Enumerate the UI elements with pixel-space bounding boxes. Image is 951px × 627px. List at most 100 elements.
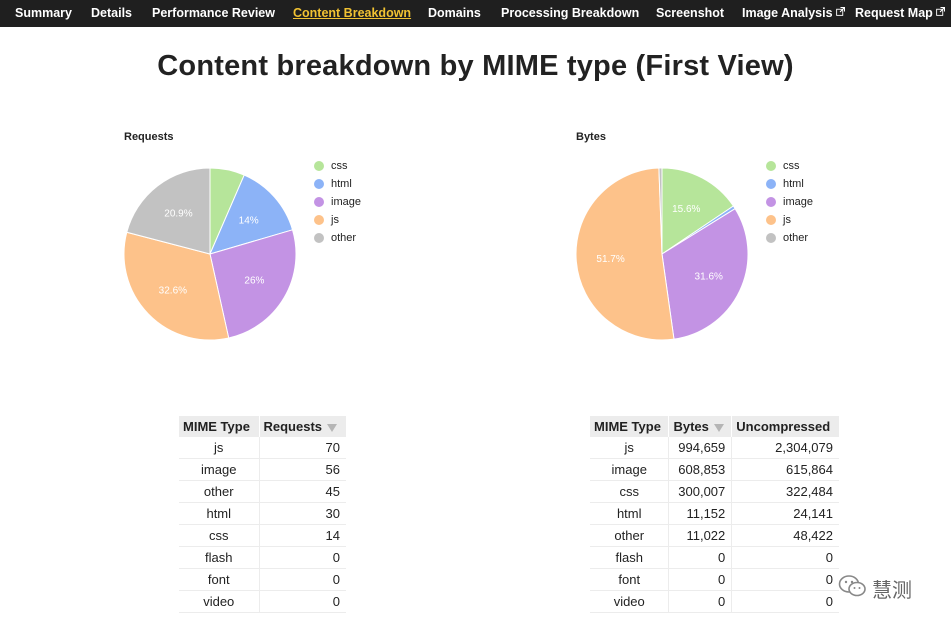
- value-cell: 615,864: [731, 458, 839, 481]
- value-cell: 2,304,079: [731, 437, 839, 459]
- table-row: video 0 0: [590, 590, 839, 613]
- pie-slice-image: [209, 229, 297, 339]
- pie-slice-label-html: 14%: [239, 215, 259, 226]
- bytes-legend: css html image js other: [766, 159, 836, 249]
- pie-slice-label-image: 26%: [244, 276, 264, 287]
- value-cell: 322,484: [731, 480, 839, 503]
- pie-slice-label-other: 20.9%: [164, 209, 192, 220]
- pie-slice-image: [661, 207, 749, 340]
- legend-label: css: [783, 160, 800, 172]
- tab-content-breakdown[interactable]: Content Breakdown: [293, 0, 411, 27]
- tab-label: Processing Breakdown: [501, 6, 640, 20]
- column-header-bytes[interactable]: Bytes: [668, 416, 733, 437]
- legend-label: html: [783, 178, 804, 190]
- column-header-mime-type[interactable]: MIME Type: [590, 416, 670, 437]
- table-row: flash 0 0: [590, 546, 839, 569]
- tab-label: Summary: [15, 6, 72, 20]
- pie-slice-label-css: 15.6%: [672, 204, 700, 215]
- pie-slice-label-image: 31.6%: [695, 271, 723, 282]
- mime-type-cell: image: [179, 458, 260, 481]
- tab-request-map[interactable]: Request Map: [855, 0, 945, 27]
- column-header-label: Uncompressed: [736, 419, 831, 434]
- table-header-row: MIME Type Requests: [179, 416, 346, 437]
- sort-descending-icon[interactable]: [713, 424, 724, 432]
- external-link-icon: [835, 7, 845, 16]
- value-cell: 11,152: [668, 502, 733, 525]
- legend-label: css: [331, 160, 348, 172]
- mime-type-cell: css: [590, 480, 670, 503]
- legend-swatch-html: [766, 179, 776, 189]
- requests-chart-title: Requests: [124, 131, 174, 143]
- watermark: 慧测: [838, 572, 948, 602]
- tab-domains[interactable]: Domains: [428, 0, 481, 27]
- tab-screenshot[interactable]: Screenshot: [656, 0, 724, 27]
- requests-legend: css html image js other: [314, 159, 384, 249]
- legend-label: image: [331, 196, 361, 208]
- pie-slice-other: [658, 167, 663, 255]
- table-row: js 994,659 2,304,079: [590, 437, 839, 459]
- tab-details[interactable]: Details: [91, 0, 132, 27]
- table-row: font 0 0: [590, 568, 839, 591]
- external-link-icon: [935, 7, 945, 16]
- value-cell: 0: [731, 546, 839, 569]
- table-row: other 45: [179, 480, 346, 503]
- legend-swatch-image: [314, 197, 324, 207]
- legend-swatch-css: [314, 161, 324, 171]
- table-row: js 70: [179, 437, 346, 459]
- mime-type-cell: image: [590, 458, 670, 481]
- mime-type-cell: html: [179, 502, 260, 525]
- pie-slice-js: [575, 167, 675, 341]
- mime-type-cell: js: [179, 437, 260, 459]
- sort-descending-icon[interactable]: [327, 424, 338, 432]
- legend-label: html: [331, 178, 352, 190]
- bytes-table: MIME Type Bytes Uncompressed js 994,659 2,304…: [590, 416, 839, 613]
- top-nav: Summary Details Performance Review Content …: [0, 0, 951, 27]
- mime-type-cell: css: [179, 524, 260, 547]
- pie-slice-js: [123, 231, 230, 341]
- legend-swatch-js: [766, 215, 776, 225]
- requests-table: MIME Type Requests js 70 image 56 other 45 html 3…: [179, 416, 346, 613]
- legend-swatch-html: [314, 179, 324, 189]
- value-cell: 0: [668, 568, 733, 591]
- value-cell: 0: [259, 590, 346, 613]
- pie-slice-other: [126, 167, 211, 255]
- watermark-text: 慧测: [872, 580, 912, 602]
- mime-type-cell: js: [590, 437, 670, 459]
- table-row: css 300,007 322,484: [590, 480, 839, 503]
- tab-label: Image Analysis: [742, 6, 833, 20]
- value-cell: 300,007: [668, 480, 733, 503]
- column-header-requests[interactable]: Requests: [259, 416, 346, 437]
- tab-label: Request Map: [855, 6, 933, 20]
- column-header-uncompressed[interactable]: Uncompressed: [731, 416, 839, 437]
- mime-type-cell: flash: [179, 546, 260, 569]
- tab-summary[interactable]: Summary: [15, 0, 72, 27]
- table-row: image 56: [179, 458, 346, 481]
- legend-label: js: [783, 214, 791, 226]
- value-cell: 56: [259, 458, 346, 481]
- legend-label: js: [331, 214, 339, 226]
- tab-label: Content Breakdown: [293, 6, 412, 20]
- tab-performance-review[interactable]: Performance Review: [152, 0, 275, 27]
- table-row: flash 0: [179, 546, 346, 569]
- mime-type-cell: other: [590, 524, 670, 547]
- mime-type-cell: video: [590, 590, 670, 613]
- legend-label: image: [783, 196, 813, 208]
- tab-image-analysis[interactable]: Image Analysis: [742, 0, 845, 27]
- mime-type-cell: font: [590, 568, 670, 591]
- column-header-mime-type[interactable]: MIME Type: [179, 416, 260, 437]
- mime-type-cell: other: [179, 480, 260, 503]
- tab-label: Performance Review: [152, 6, 275, 20]
- value-cell: 70: [259, 437, 346, 459]
- value-cell: 11,022: [668, 524, 733, 547]
- column-header-label: Bytes: [673, 419, 709, 434]
- legend-swatch-other: [766, 233, 776, 243]
- value-cell: 0: [259, 546, 346, 569]
- tab-label: Screenshot: [656, 6, 725, 20]
- mime-type-cell: flash: [590, 546, 670, 569]
- tab-processing-breakdown[interactable]: Processing Breakdown: [501, 0, 639, 27]
- page-title: Content breakdown by MIME type (First Vi…: [157, 50, 794, 82]
- column-header-label: MIME Type: [183, 419, 250, 434]
- value-cell: 30: [259, 502, 346, 525]
- value-cell: 0: [259, 568, 346, 591]
- table-row: html 11,152 24,141: [590, 502, 839, 525]
